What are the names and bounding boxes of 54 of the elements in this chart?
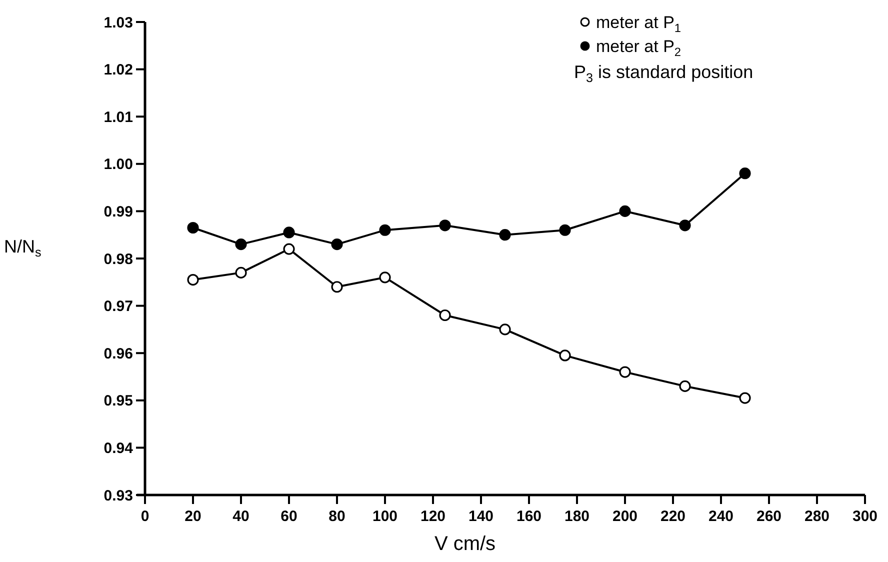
x-tick-label: 260 [756,508,782,525]
y-tick-label: 1.03 [104,14,133,32]
x-tick-label: 40 [232,508,250,525]
x-axis-title: V cm/s [434,533,496,555]
y-tick-label: 1.00 [104,156,133,174]
point [379,272,391,284]
point [283,243,295,255]
x-tick-label: 0 [140,508,150,525]
point [187,274,199,286]
y-tick-label: 0.98 [104,250,133,268]
point [235,238,247,250]
x-tick-label: 140 [468,508,494,525]
point [331,238,343,250]
x-tick-label: 80 [328,508,346,525]
point [187,222,199,234]
y-tick-label: 1.02 [104,62,133,79]
point [679,220,691,232]
point [559,224,571,236]
point [739,392,751,404]
legend-label: meter at P$_{2}$ [596,37,682,59]
point [379,224,391,236]
x-tick-label: 300 [852,508,878,525]
point [331,281,343,293]
y-tick-label: 0.97 [104,298,133,316]
point [619,205,631,217]
point [679,380,691,392]
x-tick-label: 60 [280,508,298,525]
y-tick-label: 0.93 [104,487,133,504]
point [739,168,751,180]
x-tick-label: 20 [184,508,202,525]
y-tick-label: 1.01 [104,108,133,126]
x-tick-label: 240 [708,508,734,525]
x-tick-label: 220 [660,508,686,525]
x-tick-label: 120 [420,508,446,525]
point [439,309,451,322]
point [439,220,451,232]
legend-label: meter at P$_{1}$ [596,13,682,35]
annotation: P$_{3}$ is standard position [574,62,754,85]
x-tick-label: 180 [564,508,590,525]
point [499,229,511,241]
x-tick-label: 280 [804,508,830,525]
point [283,226,295,238]
x-tick-label: 100 [372,508,398,525]
x-tick-label: 200 [612,508,638,525]
y-axis-title: N/N$_{s}$ [4,236,42,260]
y-tick-label: 0.99 [104,203,133,220]
y-tick-label: 0.94 [104,440,134,457]
point [559,350,571,362]
point [619,366,631,378]
point [499,324,511,336]
point [235,266,247,278]
x-tick-label: 160 [516,508,542,525]
y-tick-label: 0.96 [104,345,133,362]
y-tick-label: 0.95 [104,392,133,410]
